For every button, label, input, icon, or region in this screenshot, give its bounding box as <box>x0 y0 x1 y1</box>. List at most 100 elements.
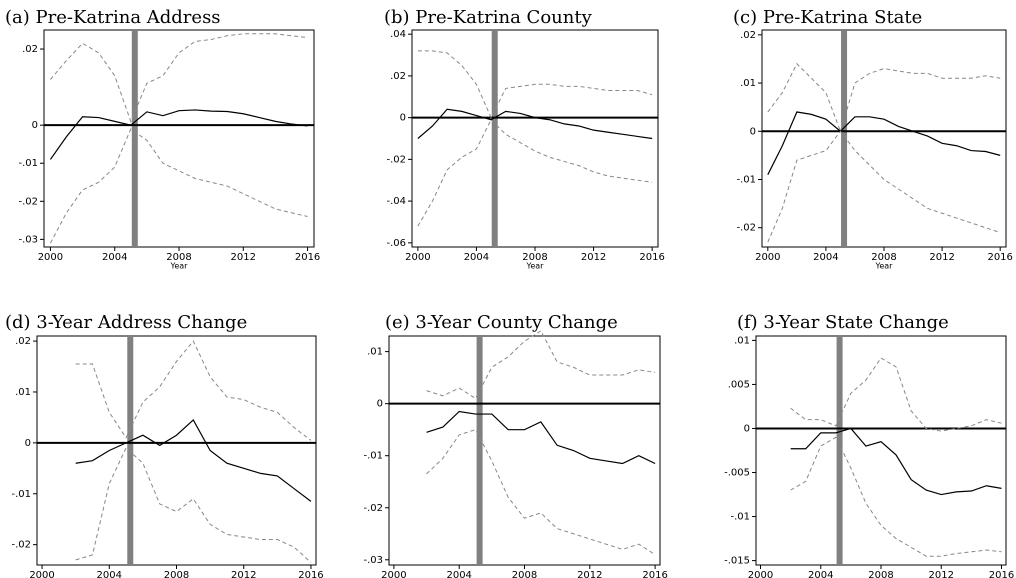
y-tick-label: -.02 <box>736 223 756 234</box>
y-tick-label: -.005 <box>724 468 750 479</box>
x-tick-label: 2016 <box>295 252 320 263</box>
panel-title: (e) 3-Year County Change <box>385 312 618 333</box>
x-tick-label: 2004 <box>446 570 471 578</box>
y-tick-label: -.01 <box>11 489 31 500</box>
x-tick-label: 2016 <box>639 252 664 263</box>
y-tick-label: -.03 <box>18 234 38 245</box>
x-tick-label: 2004 <box>808 570 833 578</box>
x-axis-label: Year <box>875 262 894 271</box>
y-tick-label: 0 <box>25 438 31 449</box>
x-tick-label: 2008 <box>512 570 537 578</box>
estimate-line <box>417 108 653 140</box>
x-tick-label: 2000 <box>38 252 63 263</box>
x-tick-label: 2008 <box>166 252 191 263</box>
estimate-line <box>790 427 1002 496</box>
y-tick-label: -.01 <box>18 158 38 169</box>
ci-line <box>417 118 653 227</box>
panel-title: (a) Pre-Katrina Address <box>5 7 221 28</box>
y-tick-label: 0 <box>32 120 38 131</box>
ci-line <box>50 33 308 123</box>
panel-title: (d) 3-Year Address Change <box>5 312 247 333</box>
estimate-line <box>426 410 656 465</box>
plot-frame <box>411 29 659 248</box>
plot-frame <box>36 335 317 566</box>
y-tick-label: .02 <box>740 30 756 41</box>
x-tick-label: 2000 <box>755 252 780 263</box>
x-tick-label: 2012 <box>231 252 256 263</box>
event-bar <box>131 30 138 247</box>
ci-line <box>790 357 1002 432</box>
x-tick-label: 2012 <box>929 252 954 263</box>
event-bar <box>841 30 848 247</box>
y-tick-label: -.02 <box>363 503 383 514</box>
panel-title: (b) Pre-Katrina County <box>384 7 593 28</box>
x-tick-label: 2016 <box>987 252 1012 263</box>
y-tick-label: 0 <box>400 113 406 124</box>
ci-line <box>426 330 656 400</box>
x-tick-label: 2008 <box>522 252 547 263</box>
event-bar <box>491 30 498 247</box>
ci-line <box>767 62 1001 133</box>
y-tick-label: 0 <box>744 423 750 434</box>
event-bar <box>127 336 134 565</box>
estimate-line <box>75 419 312 502</box>
x-tick-label: 2016 <box>642 570 667 578</box>
panel-title: (c) Pre-Katrina State <box>733 7 922 28</box>
y-tick-label: .01 <box>734 335 750 346</box>
y-tick-label: .01 <box>740 78 756 89</box>
y-tick-label: 0 <box>377 399 383 410</box>
y-tick-label: -.01 <box>736 174 756 185</box>
ci-line <box>790 436 1002 557</box>
x-tick-label: 2000 <box>748 570 773 578</box>
x-tick-label: 2012 <box>929 570 954 578</box>
y-tick-label: 0 <box>750 126 756 137</box>
x-tick-label: 2004 <box>102 252 127 263</box>
x-tick-label: 2000 <box>381 570 406 578</box>
y-tick-label: -.01 <box>363 451 383 462</box>
x-tick-label: 2004 <box>464 252 489 263</box>
ci-line <box>75 447 312 563</box>
y-tick-label: .01 <box>367 347 383 358</box>
y-tick-label: .02 <box>15 336 31 347</box>
x-tick-label: 2012 <box>231 570 256 578</box>
y-tick-label: -.015 <box>724 556 750 567</box>
y-tick-label: .005 <box>728 379 750 390</box>
x-axis-label: Year <box>526 262 545 271</box>
x-tick-label: 2008 <box>164 570 189 578</box>
ci-line <box>426 429 656 556</box>
x-tick-label: 2000 <box>405 252 430 263</box>
x-axis-label: Year <box>170 262 189 271</box>
x-tick-label: 2000 <box>29 570 54 578</box>
x-tick-label: 2012 <box>577 570 602 578</box>
ci-line <box>49 128 308 244</box>
x-tick-label: 2004 <box>813 252 838 263</box>
panel-title: (f) 3-Year State Change <box>737 312 949 333</box>
y-tick-label: -.02 <box>18 196 38 207</box>
x-tick-label: 2012 <box>581 252 606 263</box>
plot-frame <box>761 29 1007 248</box>
y-tick-label: -.01 <box>730 512 750 523</box>
estimate-line <box>49 109 308 160</box>
y-tick-label: .04 <box>390 29 406 40</box>
x-tick-label: 2004 <box>97 570 122 578</box>
plot-frame <box>388 335 661 566</box>
ci-line <box>417 50 653 119</box>
x-tick-label: 2008 <box>871 252 896 263</box>
y-tick-label: -.06 <box>386 238 406 249</box>
y-tick-label: -.02 <box>386 154 406 165</box>
y-tick-label: .02 <box>22 44 38 55</box>
plot-frame <box>755 335 1007 566</box>
event-bar <box>476 336 483 565</box>
plot-frame <box>43 29 315 248</box>
x-tick-label: 2016 <box>989 570 1014 578</box>
y-tick-label: -.03 <box>363 555 383 566</box>
y-tick-label: .02 <box>390 71 406 82</box>
ci-line <box>767 130 1001 243</box>
y-tick-label: -.02 <box>11 540 31 551</box>
y-tick-label: -.04 <box>386 196 406 207</box>
y-tick-label: .01 <box>15 387 31 398</box>
estimate-line <box>767 111 1001 175</box>
ci-line <box>75 340 312 441</box>
x-tick-label: 2016 <box>298 570 323 578</box>
event-bar <box>836 336 843 565</box>
